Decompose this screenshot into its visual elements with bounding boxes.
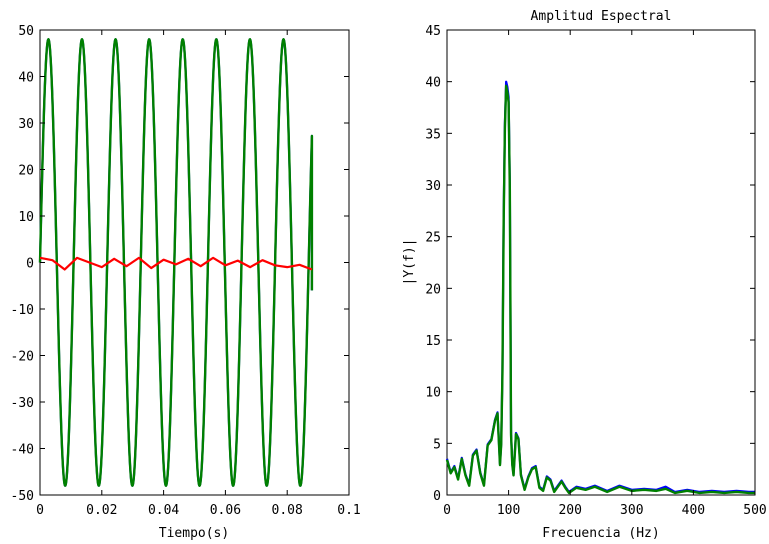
y-tick-label: 20 xyxy=(425,282,441,297)
y-tick-label: 35 xyxy=(425,127,441,142)
x-axis-label-right: Frecuencia (Hz) xyxy=(542,526,659,541)
y-axis-label-right: |Y(f)| xyxy=(402,239,417,286)
y-tick-label: 50 xyxy=(18,24,34,39)
series-line-2 xyxy=(38,38,314,487)
series-line-3 xyxy=(39,256,313,271)
chart-title: Amplitud Espectral xyxy=(531,9,672,24)
x-tick-label: 200 xyxy=(558,503,581,518)
x-tick-label: 0 xyxy=(443,503,451,518)
y-tick-label: -20 xyxy=(11,350,34,365)
y-tick-label: 40 xyxy=(425,76,441,91)
y-tick-label: 25 xyxy=(425,231,441,246)
y-tick-label: 0 xyxy=(433,489,441,504)
y-tick-label: -50 xyxy=(11,489,34,504)
spectrum-plot: 0 100 200 300 400 500 0 5 10 15 20 25 30 35 40 45 Ampli… xyxy=(402,9,767,541)
x-tick-label: 0 xyxy=(36,503,44,518)
y-tick-label: 30 xyxy=(425,179,441,194)
x-tick-label: 0.06 xyxy=(210,503,241,518)
y-tick-label: 10 xyxy=(425,386,441,401)
y-tick-label: 40 xyxy=(18,71,34,86)
x-tick-label: 400 xyxy=(682,503,705,518)
x-tick-label: 0.02 xyxy=(86,503,117,518)
x-tick-label: 0.1 xyxy=(337,503,360,518)
y-tick-label: 45 xyxy=(425,24,441,39)
y-tick-label: 15 xyxy=(425,334,441,349)
y-tick-label: -30 xyxy=(11,396,34,411)
x-tick-label: 0.04 xyxy=(148,503,179,518)
y-tick-label: 20 xyxy=(18,164,34,179)
x-tick-label: 300 xyxy=(620,503,643,518)
x-axis-label-left: Tiempo(s) xyxy=(159,526,229,541)
x-tick-label: 100 xyxy=(497,503,520,518)
x-tick-label: 500 xyxy=(743,503,766,518)
y-tick-label: 0 xyxy=(26,257,34,272)
y-tick-label: -40 xyxy=(11,443,34,458)
y-tick-label: 5 xyxy=(433,437,441,452)
series-line-2 xyxy=(445,84,755,495)
y-tick-label: 30 xyxy=(18,117,34,132)
y-tick-label: 10 xyxy=(18,210,34,225)
y-tick-label: -10 xyxy=(11,303,34,318)
x-tick-label: 0.08 xyxy=(272,503,303,518)
time-domain-plot: 0 0.02 0.04 0.06 0.08 0.1 -50 -40 -30 -20 -10 0 10 20… xyxy=(11,24,361,541)
